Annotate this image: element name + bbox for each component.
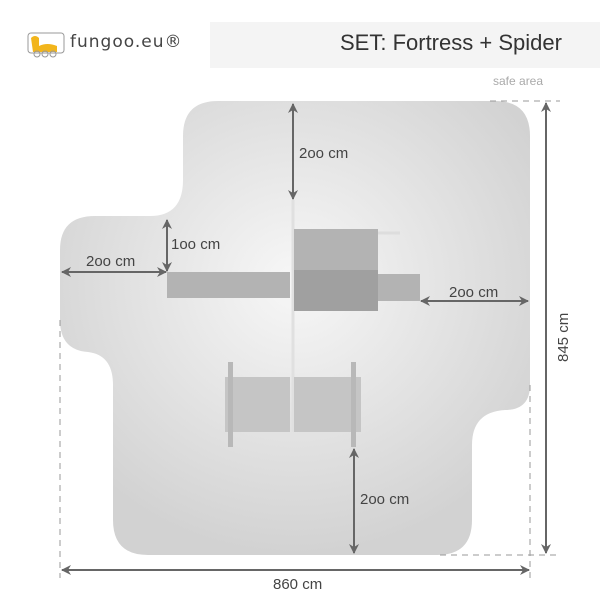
brand-name: fungoo.eu® (70, 32, 183, 52)
left-platform (167, 272, 290, 298)
set-title: SET: Fortress + Spider (340, 30, 562, 55)
label-left-clearance: 2oo cm (86, 253, 135, 270)
label-total-width: 860 cm (273, 576, 322, 593)
dimension-arrows (61, 102, 551, 575)
label-top-clearance: 2oo cm (299, 145, 348, 162)
tower-base (294, 270, 378, 311)
title-bar (210, 22, 600, 68)
swing-right (294, 377, 361, 432)
tower-roof (294, 229, 378, 270)
swing-post-left (228, 362, 233, 447)
label-left-platform: 1oo cm (171, 236, 220, 253)
safe-area (60, 101, 530, 555)
fungoo-logo-icon (27, 32, 65, 58)
label-bottom-clearance: 2oo cm (360, 491, 409, 508)
swing-left (225, 377, 290, 432)
label-total-depth: 845 cm (555, 313, 572, 362)
safe-area-label: safe area (493, 74, 544, 88)
slide (378, 274, 420, 301)
label-right-clearance: 2oo cm (449, 284, 498, 301)
swing-post-right (351, 362, 356, 447)
guide-lines (59, 100, 560, 578)
